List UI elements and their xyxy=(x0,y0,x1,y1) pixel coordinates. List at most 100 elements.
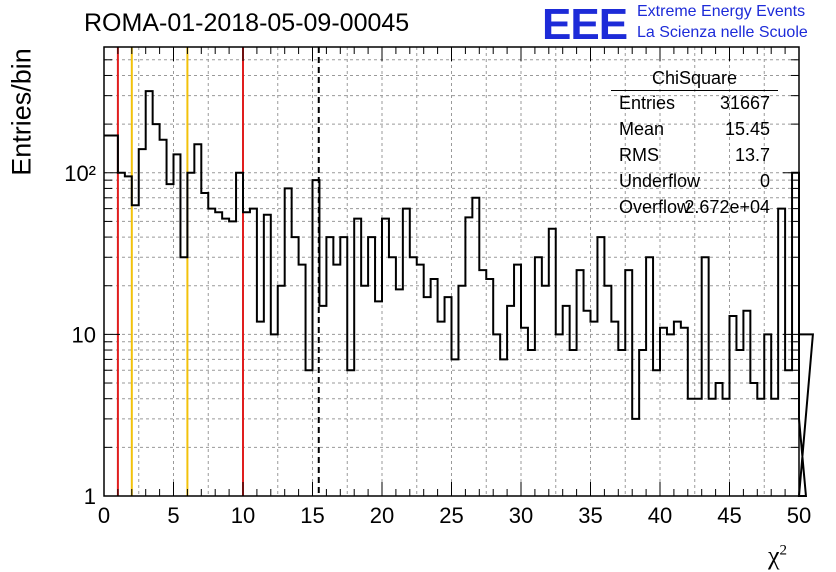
histogram-bin xyxy=(702,257,709,496)
histogram-bin xyxy=(285,188,292,496)
histogram-bin xyxy=(757,399,764,496)
histogram-bin xyxy=(479,270,486,496)
histogram-bin xyxy=(723,399,730,496)
stats-value: 2.672e+04 xyxy=(684,197,770,217)
histogram-bin xyxy=(639,350,646,496)
histogram-bin xyxy=(403,209,410,496)
marker-lines xyxy=(116,47,320,496)
histogram-bin xyxy=(445,297,452,496)
histogram-bin xyxy=(153,124,160,496)
histogram-bin xyxy=(542,286,549,496)
histogram-bin xyxy=(597,237,604,496)
logo-caption-line2: La Scienza nelle Scuole xyxy=(637,24,808,41)
stats-row: RMS 13.7 xyxy=(611,143,778,169)
x-tick-label: 0 xyxy=(98,503,110,528)
x-tick-label: 35 xyxy=(578,503,602,528)
y-tick-label: 10 xyxy=(72,322,96,347)
histogram-bin xyxy=(604,286,611,496)
histogram-bin xyxy=(264,215,271,496)
histogram-bin xyxy=(180,257,187,496)
x-tick-label: 10 xyxy=(231,503,255,528)
histogram-bin xyxy=(319,306,326,496)
histogram-bin xyxy=(465,217,472,496)
histogram-bin xyxy=(514,265,521,496)
histogram-bin xyxy=(778,209,785,496)
histogram-bin xyxy=(111,136,118,496)
histogram-bin xyxy=(194,144,201,496)
histogram-bin xyxy=(591,322,598,496)
histogram-bin xyxy=(125,176,132,496)
histogram-bin xyxy=(611,322,618,496)
histogram-bin xyxy=(306,370,313,496)
histogram-bin xyxy=(160,140,167,496)
histogram-bin xyxy=(326,237,333,496)
stats-row: Overflow 2.672e+04 xyxy=(611,195,778,221)
histogram-bin xyxy=(750,383,757,496)
x-tick-label: 5 xyxy=(167,503,179,528)
histogram-bin xyxy=(584,311,591,496)
histogram-bin xyxy=(146,91,153,496)
histogram-bin xyxy=(431,279,438,496)
histogram-bin xyxy=(458,286,465,496)
histogram-bin xyxy=(222,219,229,496)
histogram-bin xyxy=(452,359,459,496)
histogram-bin xyxy=(410,257,417,496)
histogram-bin xyxy=(215,212,222,496)
histogram-bin xyxy=(382,219,389,496)
histogram-bin xyxy=(424,297,431,496)
histogram-bin xyxy=(667,334,674,496)
histogram-bin xyxy=(535,257,542,496)
histogram-bin xyxy=(187,173,194,496)
histogram-bin xyxy=(292,237,299,496)
stats-row: Entries 31667 xyxy=(611,91,778,117)
histogram-bin xyxy=(646,257,653,496)
histogram-bin xyxy=(347,370,354,496)
histogram-bin xyxy=(556,334,563,496)
histogram-bin xyxy=(139,149,146,496)
stats-title: ChiSquare xyxy=(611,68,778,91)
histogram-bin xyxy=(389,257,396,496)
axis-ticks xyxy=(103,46,800,497)
histogram-bin xyxy=(570,350,577,496)
histogram-bin xyxy=(313,180,320,496)
histogram-bin xyxy=(493,334,500,496)
histogram-bin xyxy=(472,198,479,496)
x-tick-label: 15 xyxy=(300,503,324,528)
histogram-bin xyxy=(333,265,340,496)
eee-logo: EEE xyxy=(542,0,628,49)
x-tick-label: 20 xyxy=(370,503,394,528)
stats-value: 0 xyxy=(759,171,770,191)
histogram-bin xyxy=(563,306,570,496)
histogram-bin xyxy=(688,399,695,496)
stats-row: Mean 15.45 xyxy=(611,117,778,143)
histogram-bin xyxy=(243,212,250,496)
histogram-bin xyxy=(229,221,236,496)
histogram-bin xyxy=(577,270,584,496)
tick-labels: 0 5 10 15 20 25 30 35 40 45 50 1 10 10² xyxy=(64,161,811,528)
histogram-bin xyxy=(625,270,632,496)
histogram-bin xyxy=(250,209,257,496)
histogram-bin xyxy=(764,334,771,496)
x-axis-label: χ2 xyxy=(768,541,788,570)
histogram-bin xyxy=(521,328,528,496)
histogram-bin xyxy=(632,419,639,496)
histogram-bin xyxy=(396,289,403,496)
histogram-bin xyxy=(236,173,243,496)
y-tick-label: 1 xyxy=(84,484,96,509)
histogram-bin xyxy=(486,279,493,496)
histogram-bin xyxy=(695,399,702,496)
x-tick-label: 40 xyxy=(648,503,672,528)
histogram-bin xyxy=(507,306,514,496)
x-tick-label: 45 xyxy=(717,503,741,528)
histogram-bin xyxy=(716,383,723,496)
histogram-bin xyxy=(660,328,667,496)
y-tick-label: 10² xyxy=(64,161,96,186)
x-tick-label: 25 xyxy=(439,503,463,528)
histogram-bin xyxy=(299,265,306,496)
stats-box: ChiSquare Entries 31667 Mean 15.45 RMS 13.7… xyxy=(611,68,778,221)
logo-caption-line1: Extreme Energy Events xyxy=(637,3,806,20)
histogram-bin xyxy=(674,322,681,496)
histogram-bin xyxy=(438,322,445,496)
histogram-bin xyxy=(354,219,361,496)
